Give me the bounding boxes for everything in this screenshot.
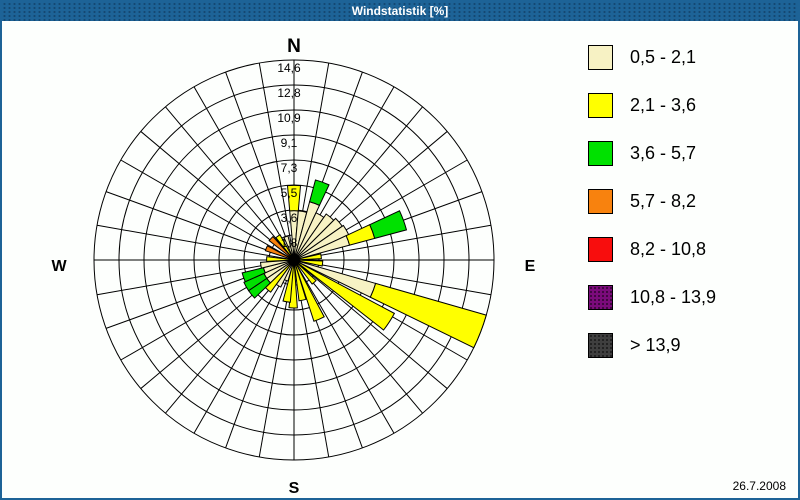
grid-spoke	[105, 191, 295, 261]
petal-segment	[369, 282, 487, 349]
petal-segment	[243, 272, 268, 292]
grid-spoke	[193, 259, 295, 434]
petal-segment	[286, 184, 302, 212]
legend-swatch	[588, 333, 613, 358]
compass-label-n: N	[287, 36, 301, 57]
radial-tick-label: 5,5	[281, 186, 298, 200]
grid-spoke	[293, 259, 423, 414]
grid-spoke	[96, 224, 295, 261]
legend-item: 10,8 - 13,9	[588, 285, 716, 310]
radial-tick-label: 1,8	[281, 236, 298, 250]
legend-swatch	[588, 189, 613, 214]
radial-tick-label: 7,3	[281, 161, 298, 175]
window-title: Windstatistik [%]	[2, 2, 798, 21]
legend-swatch	[588, 93, 613, 118]
radial-tick-label: 12,8	[277, 86, 301, 100]
legend-item: 5,7 - 8,2	[588, 189, 716, 214]
grid-spoke	[293, 259, 395, 434]
petal-segment	[308, 179, 330, 207]
legend-label: 3,6 - 5,7	[630, 143, 697, 163]
date-label: 26.7.2008	[732, 479, 786, 493]
radial-tick-label: 10,9	[277, 111, 301, 125]
grid-spoke	[293, 259, 492, 296]
compass-label-e: E	[525, 258, 536, 275]
legend-label: 8,2 - 10,8	[630, 239, 707, 259]
grid-spoke	[225, 259, 295, 449]
wind-rose-chart: 1,8 3,6 5,5 7,3 9,1 10,9 12,8 14,6 N E S W	[51, 36, 536, 497]
radial-tick-label: 3,6	[281, 211, 298, 225]
legend-label: 10,8 - 13,9	[630, 287, 717, 307]
legend-item: 3,6 - 5,7	[588, 141, 716, 166]
grid-spoke	[165, 106, 295, 261]
compass-label-w: W	[51, 258, 67, 275]
legend-item: 2,1 - 3,6	[588, 93, 716, 118]
grid-spoke	[140, 131, 295, 261]
center-hub	[288, 254, 300, 266]
radial-tick-label: 9,1	[281, 136, 298, 150]
radial-tick-label: 14,6	[277, 61, 301, 75]
wind-petals	[241, 179, 487, 349]
legend-item: > 13,9	[588, 333, 716, 358]
grid-spoke	[293, 259, 448, 389]
legend: 0,5 - 2,1 2,1 - 3,6 3,6 - 5,7 5,7 - 8,2 8,2 …	[588, 45, 716, 381]
legend-item: 8,2 - 10,8	[588, 237, 716, 262]
legend-item: 0,5 - 2,1	[588, 45, 716, 70]
legend-swatch	[588, 237, 613, 262]
legend-label: > 13,9	[630, 335, 681, 355]
petal-segment	[241, 267, 266, 283]
grid-spoke	[193, 86, 295, 261]
legend-swatch	[588, 141, 613, 166]
legend-swatch	[588, 45, 613, 70]
legend-label: 5,7 - 8,2	[630, 191, 697, 211]
grid-spoke	[258, 62, 295, 261]
grid-spoke	[293, 224, 492, 261]
legend-swatch	[588, 285, 613, 310]
legend-label: 2,1 - 3,6	[630, 95, 697, 115]
petal-segment	[369, 210, 408, 239]
radial-axis-labels: 1,8 3,6 5,5 7,3 9,1 10,9 12,8 14,6	[277, 61, 301, 250]
legend-label: 0,5 - 2,1	[630, 47, 697, 67]
grid-spoke	[225, 71, 295, 261]
compass-label-s: S	[289, 480, 300, 497]
grid-spoke	[120, 159, 295, 261]
chart-area: 1,8 3,6 5,5 7,3 9,1 10,9 12,8 14,6 N E S W 0,5 …	[2, 21, 798, 498]
